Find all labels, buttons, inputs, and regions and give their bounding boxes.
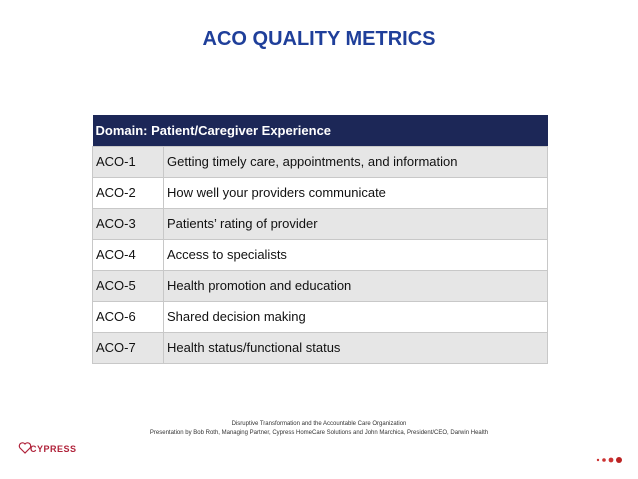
metrics-table: Domain: Patient/Caregiver Experience ACO…: [92, 115, 548, 364]
decor-dots: [596, 457, 622, 463]
table-row: ACO-2 How well your providers communicate: [92, 176, 548, 209]
metric-description: Shared decision making: [163, 300, 548, 333]
footer-line: Presentation by Bob Roth, Managing Partn…: [149, 430, 489, 436]
logo-icon: [18, 442, 32, 454]
metric-id: ACO-3: [92, 207, 164, 240]
metric-description: Health promotion and education: [163, 269, 548, 302]
table-row: ACO-7 Health status/functional status: [92, 331, 548, 364]
footer-line: Disruptive Transformation and the Accoun…: [231, 421, 407, 427]
metric-id: ACO-6: [92, 300, 164, 333]
table-row: ACO-6 Shared decision making: [92, 300, 548, 333]
metric-description: Access to specialists: [163, 238, 548, 271]
table-row: ACO-1 Getting timely care, appointments, …: [92, 145, 548, 178]
table-header: Domain: Patient/Caregiver Experience: [92, 115, 548, 146]
slide-title: ACO QUALITY METRICS: [202, 28, 436, 50]
table-row: ACO-3 Patients’ rating of provider: [92, 207, 548, 240]
header-row: Domain: Patient/Caregiver Experience: [92, 115, 548, 146]
metric-description: Patients’ rating of provider: [163, 207, 548, 240]
metric-id: ACO-1: [92, 145, 164, 178]
metric-id: ACO-2: [92, 176, 164, 209]
metric-description: Getting timely care, appointments, and i…: [163, 145, 548, 178]
metric-description: Health status/functional status: [163, 331, 548, 364]
metric-id: ACO-7: [92, 331, 164, 364]
metric-id: ACO-5: [92, 269, 164, 302]
logo-text: CYPRESS: [30, 444, 77, 454]
metric-id: ACO-4: [92, 238, 164, 271]
table-row: ACO-5 Health promotion and education: [92, 269, 548, 302]
metric-description: How well your providers communicate: [163, 176, 548, 209]
table-body: ACO-1 Getting timely care, appointments, …: [92, 145, 548, 364]
footer: Disruptive Transformation and the Accoun…: [0, 420, 638, 438]
table-row: ACO-4 Access to specialists: [92, 238, 548, 271]
